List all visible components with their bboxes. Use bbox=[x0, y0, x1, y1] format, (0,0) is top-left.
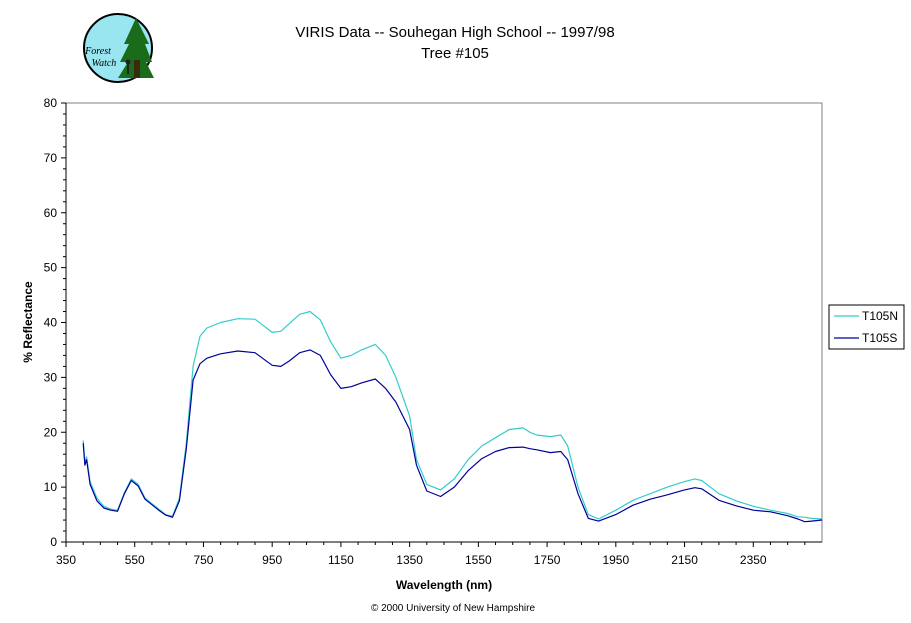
y-tick-label: 0 bbox=[50, 535, 57, 549]
chart-subtitle: Tree #105 bbox=[421, 45, 489, 62]
logo-tree-icon bbox=[118, 18, 154, 78]
y-axis-title: % Reflectance bbox=[21, 281, 35, 363]
x-tick-label: 2350 bbox=[740, 553, 767, 567]
y-tick-label: 80 bbox=[44, 96, 58, 110]
y-tick-label: 60 bbox=[44, 206, 58, 220]
x-axis: 350 550 750 950 1150 1350 1550 1750 1950 2150 2350 bbox=[56, 541, 822, 567]
logo-text-line1: Forest bbox=[84, 46, 111, 57]
chart-title: VIRIS Data -- Souhegan High School -- 19… bbox=[295, 24, 614, 41]
y-tick-label: 30 bbox=[44, 370, 58, 384]
legend-box bbox=[828, 304, 905, 350]
y-tick-label: 70 bbox=[44, 151, 58, 165]
logo-text-line2: Watch bbox=[92, 58, 117, 69]
y-tick-label: 20 bbox=[44, 425, 58, 439]
x-tick-label: 1950 bbox=[602, 553, 629, 567]
series-group bbox=[82, 310, 823, 523]
forest-watch-logo: Forest Watch bbox=[83, 13, 154, 83]
copyright-footer: © 2000 University of New Hampshire bbox=[371, 603, 536, 614]
series-line-t105n bbox=[82, 310, 823, 520]
legend: T105N T105S bbox=[828, 304, 905, 350]
x-tick-label: 550 bbox=[125, 553, 145, 567]
x-tick-label: 2150 bbox=[671, 553, 698, 567]
y-tick-label: 10 bbox=[44, 480, 58, 494]
legend-label: T105N bbox=[862, 309, 898, 323]
series-line-t105s bbox=[82, 349, 823, 523]
x-tick-label: 750 bbox=[193, 553, 213, 567]
x-tick-label: 1350 bbox=[396, 553, 423, 567]
x-tick-label: 1550 bbox=[465, 553, 492, 567]
x-tick-label: 1750 bbox=[534, 553, 561, 567]
plot-area bbox=[65, 102, 823, 543]
y-axis: 0 10 20 30 40 50 60 70 80 bbox=[44, 96, 67, 549]
y-tick-label: 40 bbox=[44, 316, 58, 330]
x-tick-label: 950 bbox=[262, 553, 282, 567]
legend-label: T105S bbox=[862, 331, 897, 345]
x-axis-title: Wavelength (nm) bbox=[396, 578, 492, 592]
y-tick-label: 50 bbox=[44, 261, 58, 275]
x-tick-label: 350 bbox=[56, 553, 76, 567]
x-tick-label: 1150 bbox=[328, 553, 354, 567]
